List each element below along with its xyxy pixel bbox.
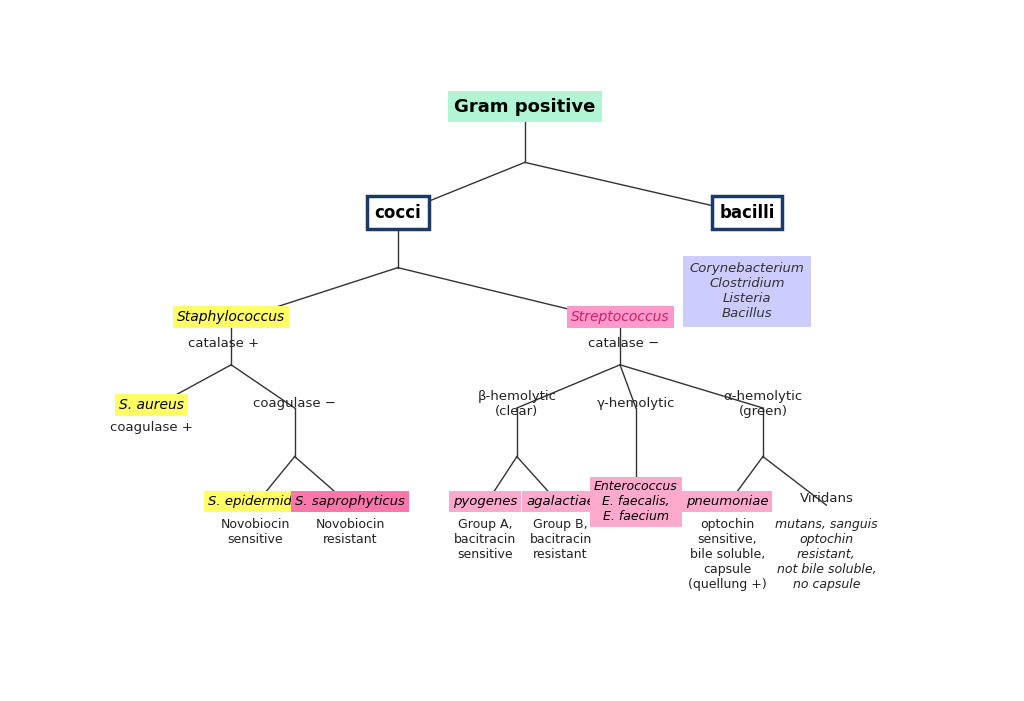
Text: Novobiocin
sensitive: Novobiocin sensitive	[220, 518, 290, 546]
Text: γ-hemolytic: γ-hemolytic	[597, 397, 675, 410]
Text: pneumoniae: pneumoniae	[686, 496, 768, 508]
Text: Staphylococcus: Staphylococcus	[177, 311, 286, 325]
Text: Viridans: Viridans	[800, 491, 853, 505]
Text: Novobiocin
resistant: Novobiocin resistant	[315, 518, 385, 546]
Text: β-hemolytic
(clear): β-hemolytic (clear)	[477, 390, 556, 418]
Text: agalactiae: agalactiae	[526, 496, 595, 508]
Text: S. saprophyticus: S. saprophyticus	[295, 496, 406, 508]
Text: cocci: cocci	[375, 203, 421, 222]
Text: optochin
sensitive,
bile soluble,
capsule
(quellung +): optochin sensitive, bile soluble, capsul…	[688, 518, 767, 591]
Text: coagulase −: coagulase −	[253, 397, 336, 410]
Text: Enterococcus
E. faecalis,
E. faecium: Enterococcus E. faecalis, E. faecium	[594, 480, 678, 524]
Text: Streptococcus: Streptococcus	[570, 311, 670, 325]
Text: Gram positive: Gram positive	[454, 98, 596, 116]
Text: coagulase +: coagulase +	[111, 421, 194, 435]
Text: mutans, sanguis
optochin
resistant,
not bile soluble,
no capsule: mutans, sanguis optochin resistant, not …	[775, 518, 878, 591]
Text: Group A,
bacitracin
sensitive: Group A, bacitracin sensitive	[454, 518, 516, 561]
Text: α-hemolytic
(green): α-hemolytic (green)	[723, 390, 803, 418]
Text: pyogenes: pyogenes	[453, 496, 517, 508]
Text: Corynebacterium
Clostridium
Listeria
Bacillus: Corynebacterium Clostridium Listeria Bac…	[689, 262, 805, 320]
Text: bacilli: bacilli	[719, 203, 775, 222]
Text: S. epidermidis: S. epidermidis	[208, 496, 302, 508]
Text: catalase −: catalase −	[588, 336, 659, 350]
Text: catalase +: catalase +	[187, 336, 259, 350]
Text: Group B,
bacitracin
resistant: Group B, bacitracin resistant	[529, 518, 592, 561]
Text: S. aureus: S. aureus	[120, 397, 184, 411]
